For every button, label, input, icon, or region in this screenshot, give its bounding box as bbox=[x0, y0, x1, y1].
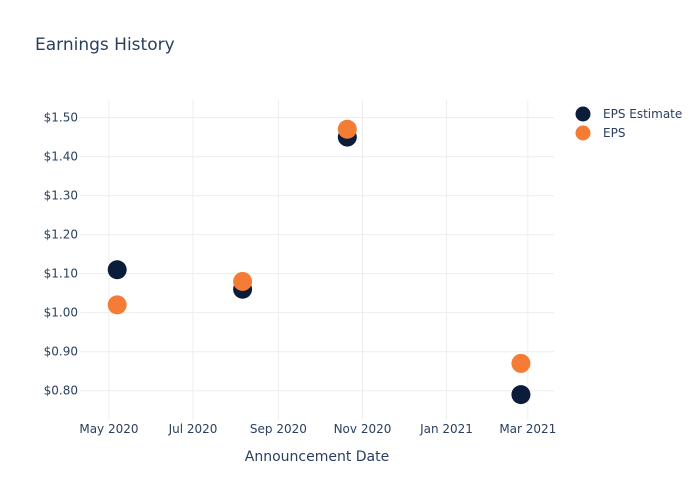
data-point[interactable] bbox=[107, 295, 127, 315]
x-tick-label: Mar 2021 bbox=[499, 422, 556, 436]
x-tick-label: Sep 2020 bbox=[250, 422, 307, 436]
legend-item[interactable]: EPS bbox=[575, 125, 626, 141]
x-tick-label: May 2020 bbox=[79, 422, 138, 436]
y-tick-label: $1.50 bbox=[44, 111, 78, 125]
y-tick-label: $1.30 bbox=[44, 189, 78, 203]
x-axis-label: Announcement Date bbox=[245, 449, 389, 465]
legend-label: EPS bbox=[603, 126, 625, 140]
y-tick-label: $1.10 bbox=[44, 267, 78, 281]
x-tick-label: Nov 2020 bbox=[334, 422, 392, 436]
y-tick-label: $1.20 bbox=[44, 228, 78, 242]
legend-item[interactable]: EPS Estimate bbox=[575, 106, 683, 122]
legend-marker bbox=[575, 125, 591, 141]
data-points bbox=[107, 119, 531, 405]
x-tick-label: Jan 2021 bbox=[419, 422, 473, 436]
legend[interactable]: EPS Estimate EPS bbox=[575, 106, 683, 141]
data-point[interactable] bbox=[107, 260, 127, 280]
y-tick-label: $1.00 bbox=[44, 306, 78, 320]
grid bbox=[80, 100, 554, 420]
data-point[interactable] bbox=[511, 353, 531, 373]
legend-label: EPS Estimate bbox=[603, 107, 682, 121]
y-tick-label: $0.90 bbox=[44, 345, 78, 359]
chart-title: Earnings History bbox=[35, 35, 175, 55]
y-axis-ticks: $0.80 $0.90 $1.00 $1.10 $1.20 $1.30 $1.40 $1.50 bbox=[44, 111, 78, 398]
x-tick-label: Jul 2020 bbox=[168, 422, 218, 436]
x-axis-ticks: May 2020 Jul 2020 Sep 2020 Nov 2020 Jan 2021… bbox=[79, 422, 556, 436]
y-tick-label: $0.80 bbox=[44, 384, 78, 398]
y-tick-label: $1.40 bbox=[44, 150, 78, 164]
data-point[interactable] bbox=[337, 119, 357, 139]
data-point[interactable] bbox=[233, 271, 253, 291]
legend-marker bbox=[575, 106, 591, 122]
data-point[interactable] bbox=[511, 385, 531, 405]
